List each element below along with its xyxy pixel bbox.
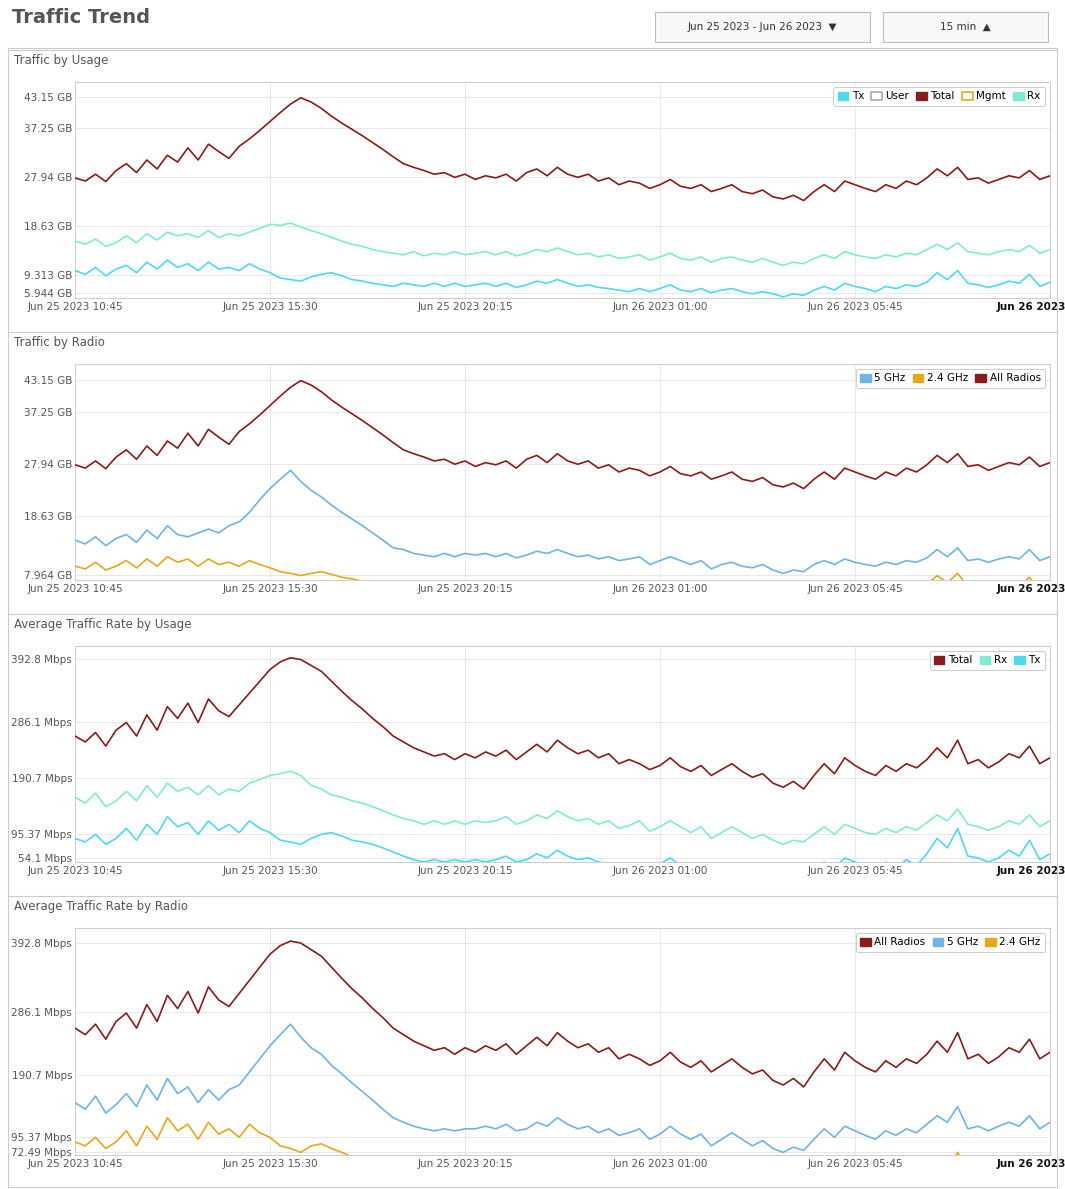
Text: Traffic Trend: Traffic Trend <box>12 8 150 27</box>
Legend: Tx, User, Total, Mgmt, Rx: Tx, User, Total, Mgmt, Rx <box>834 87 1045 106</box>
Text: 15 min  ▲: 15 min ▲ <box>940 23 990 32</box>
Text: Average Traffic Rate by Usage: Average Traffic Rate by Usage <box>14 618 192 631</box>
Legend: All Radios, 5 GHz, 2.4 GHz: All Radios, 5 GHz, 2.4 GHz <box>856 933 1045 951</box>
Text: Jun 25 2023 - Jun 26 2023  ▼: Jun 25 2023 - Jun 26 2023 ▼ <box>688 23 837 32</box>
Legend: Total, Rx, Tx: Total, Rx, Tx <box>930 652 1045 669</box>
Legend: 5 GHz, 2.4 GHz, All Radios: 5 GHz, 2.4 GHz, All Radios <box>856 370 1045 388</box>
Text: Average Traffic Rate by Radio: Average Traffic Rate by Radio <box>14 900 189 913</box>
Text: Traffic by Radio: Traffic by Radio <box>14 336 104 350</box>
Text: Traffic by Usage: Traffic by Usage <box>14 54 109 67</box>
